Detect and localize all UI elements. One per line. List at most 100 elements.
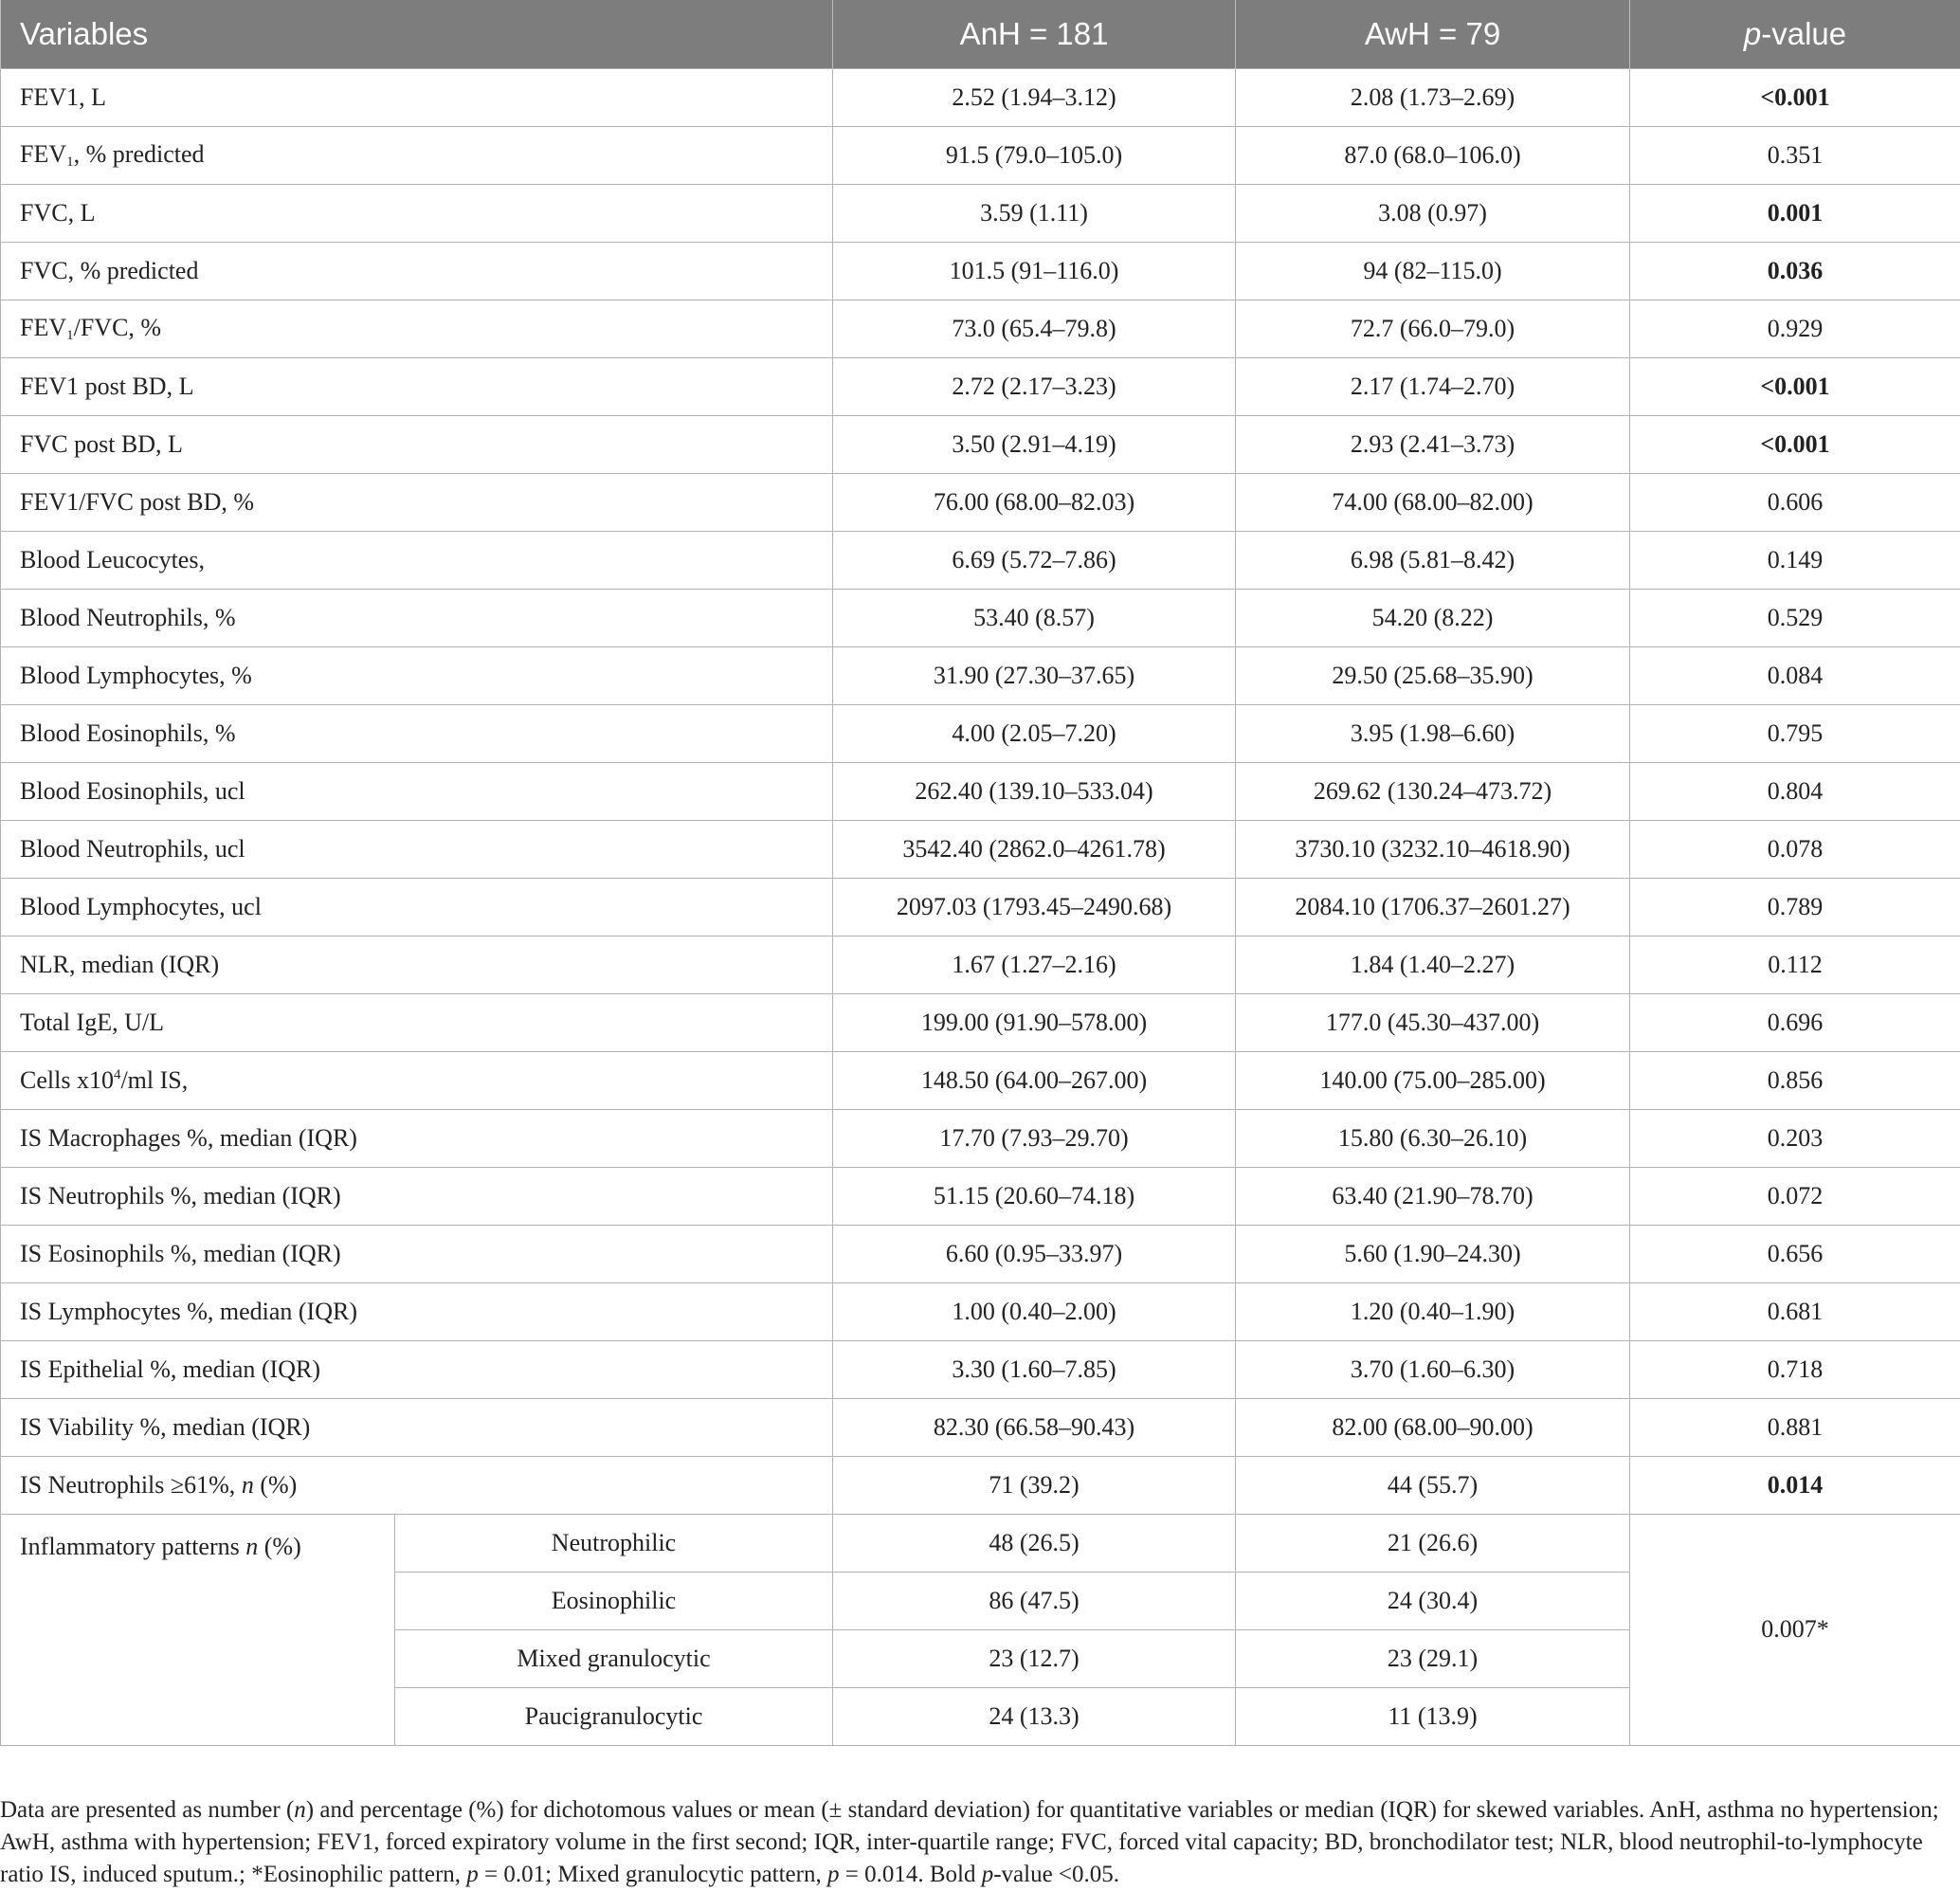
row-awh-value: 2.17 (1.74–2.70)	[1236, 358, 1630, 416]
row-anh-value: 199.00 (91.90–578.00)	[833, 994, 1236, 1052]
row-label: IS Neutrophils ≥61%, n (%)	[1, 1457, 833, 1515]
table-row: FEV1/FVC, %73.0 (65.4–79.8)72.7 (66.0–79…	[1, 300, 1960, 358]
pattern-awh-value: 21 (26.6)	[1236, 1515, 1630, 1573]
table-row: IS Epithelial %, median (IQR)3.30 (1.60–…	[1, 1341, 1960, 1399]
table-row: IS Macrophages %, median (IQR)17.70 (7.9…	[1, 1110, 1960, 1168]
row-label: Blood Eosinophils, %	[1, 705, 833, 763]
header-p-letter: p	[1744, 16, 1761, 51]
header-p-suffix: -value	[1761, 16, 1846, 51]
row-anh-value: 101.5 (91–116.0)	[833, 243, 1236, 300]
row-label: IS Viability %, median (IQR)	[1, 1399, 833, 1457]
pattern-name: Mixed granulocytic	[395, 1630, 833, 1688]
row-label: IS Eosinophils %, median (IQR)	[1, 1226, 833, 1283]
row-label: IS Neutrophils %, median (IQR)	[1, 1168, 833, 1226]
pattern-awh-value: 24 (30.4)	[1236, 1573, 1630, 1630]
row-anh-value: 71 (39.2)	[833, 1457, 1236, 1515]
row-anh-value: 1.67 (1.27–2.16)	[833, 936, 1236, 994]
row-awh-value: 63.40 (21.90–78.70)	[1236, 1168, 1630, 1226]
inflammatory-label-main: Inflammatory patterns	[20, 1533, 245, 1560]
row-anh-value: 91.5 (79.0–105.0)	[833, 127, 1236, 185]
row-p-value: 0.112	[1630, 936, 1960, 994]
row-awh-value: 3.08 (0.97)	[1236, 185, 1630, 243]
row-label: FVC post BD, L	[1, 416, 833, 474]
row-label: Cells x104/ml IS,	[1, 1052, 833, 1110]
row-awh-value: 74.00 (68.00–82.00)	[1236, 474, 1630, 532]
row-awh-value: 6.98 (5.81–8.42)	[1236, 532, 1630, 590]
row-anh-value: 51.15 (20.60–74.18)	[833, 1168, 1236, 1226]
row-awh-value: 2.93 (2.41–3.73)	[1236, 416, 1630, 474]
row-label: FEV1, L	[1, 69, 833, 127]
row-awh-value: 177.0 (45.30–437.00)	[1236, 994, 1630, 1052]
pattern-awh-value: 23 (29.1)	[1236, 1630, 1630, 1688]
row-anh-value: 3.30 (1.60–7.85)	[833, 1341, 1236, 1399]
row-awh-value: 140.00 (75.00–285.00)	[1236, 1052, 1630, 1110]
row-label-part: FEV	[20, 314, 66, 341]
pattern-name: Neutrophilic	[395, 1515, 833, 1573]
footnote-text-4: = 0.014. Bold	[839, 1862, 981, 1887]
table-row: IS Neutrophils ≥61%, n (%)71 (39.2)44 (5…	[1, 1457, 1960, 1515]
row-awh-value: 2084.10 (1706.37–2601.27)	[1236, 879, 1630, 936]
table-footnote: Data are presented as number (n) and per…	[0, 1794, 1941, 1891]
row-label: Blood Lymphocytes, ucl	[1, 879, 833, 936]
row-label-part: 1	[66, 155, 74, 170]
row-anh-value: 76.00 (68.00–82.03)	[833, 474, 1236, 532]
table-header: Variables AnH = 181 AwH = 79 p-value	[1, 0, 1960, 69]
row-anh-value: 2.52 (1.94–3.12)	[833, 69, 1236, 127]
footnote-text-3: = 0.01; Mixed granulocytic pattern,	[479, 1862, 827, 1887]
row-label-part: (%)	[254, 1471, 297, 1499]
row-awh-value: 29.50 (25.68–35.90)	[1236, 647, 1630, 705]
row-awh-value: 82.00 (68.00–90.00)	[1236, 1399, 1630, 1457]
row-label-part: /FVC, %	[74, 314, 161, 341]
header-variables: Variables	[1, 0, 833, 69]
footnote-p-1: p	[466, 1862, 479, 1887]
pattern-name: Eosinophilic	[395, 1573, 833, 1630]
row-label: Blood Lymphocytes, %	[1, 647, 833, 705]
table-row: Blood Lymphocytes, %31.90 (27.30–37.65)2…	[1, 647, 1960, 705]
row-label: IS Lymphocytes %, median (IQR)	[1, 1283, 833, 1341]
pattern-anh-value: 23 (12.7)	[833, 1630, 1236, 1688]
row-label-part: /ml IS,	[120, 1066, 188, 1094]
row-p-value: 0.606	[1630, 474, 1960, 532]
row-p-value: 0.084	[1630, 647, 1960, 705]
row-p-value: 0.203	[1630, 1110, 1960, 1168]
row-anh-value: 82.30 (66.58–90.43)	[833, 1399, 1236, 1457]
row-anh-value: 3.59 (1.11)	[833, 185, 1236, 243]
inflammatory-label-n: n	[245, 1533, 258, 1560]
footnote-text-1: Data are presented as number (	[0, 1797, 294, 1823]
row-awh-value: 1.20 (0.40–1.90)	[1236, 1283, 1630, 1341]
row-awh-value: 44 (55.7)	[1236, 1457, 1630, 1515]
row-label: IS Macrophages %, median (IQR)	[1, 1110, 833, 1168]
footnote-p-2: p	[827, 1862, 840, 1887]
table-row: IS Neutrophils %, median (IQR)51.15 (20.…	[1, 1168, 1960, 1226]
inflammatory-label-tail: (%)	[258, 1533, 300, 1560]
inflammatory-patterns-label: Inflammatory patterns n (%)	[1, 1515, 395, 1746]
row-p-value: 0.072	[1630, 1168, 1960, 1226]
row-anh-value: 17.70 (7.93–29.70)	[833, 1110, 1236, 1168]
row-label-part: , % predicted	[74, 140, 205, 168]
table-row: IS Eosinophils %, median (IQR)6.60 (0.95…	[1, 1226, 1960, 1283]
row-label: IS Epithelial %, median (IQR)	[1, 1341, 833, 1399]
row-label-part: IS Neutrophils ≥61%,	[20, 1471, 242, 1499]
footnote-n: n	[294, 1797, 306, 1823]
row-label: FVC, % predicted	[1, 243, 833, 300]
pattern-anh-value: 48 (26.5)	[833, 1515, 1236, 1573]
row-label-part: 1	[66, 328, 74, 343]
row-anh-value: 148.50 (64.00–267.00)	[833, 1052, 1236, 1110]
row-anh-value: 73.0 (65.4–79.8)	[833, 300, 1236, 358]
pattern-name: Paucigranulocytic	[395, 1688, 833, 1746]
row-anh-value: 4.00 (2.05–7.20)	[833, 705, 1236, 763]
row-p-value: 0.149	[1630, 532, 1960, 590]
row-label-part: n	[242, 1471, 254, 1499]
row-anh-value: 6.60 (0.95–33.97)	[833, 1226, 1236, 1283]
row-label: FVC, L	[1, 185, 833, 243]
row-anh-value: 6.69 (5.72–7.86)	[833, 532, 1236, 590]
row-p-value: 0.351	[1630, 127, 1960, 185]
row-label: Blood Neutrophils, %	[1, 590, 833, 647]
row-awh-value: 5.60 (1.90–24.30)	[1236, 1226, 1630, 1283]
row-p-value: 0.795	[1630, 705, 1960, 763]
